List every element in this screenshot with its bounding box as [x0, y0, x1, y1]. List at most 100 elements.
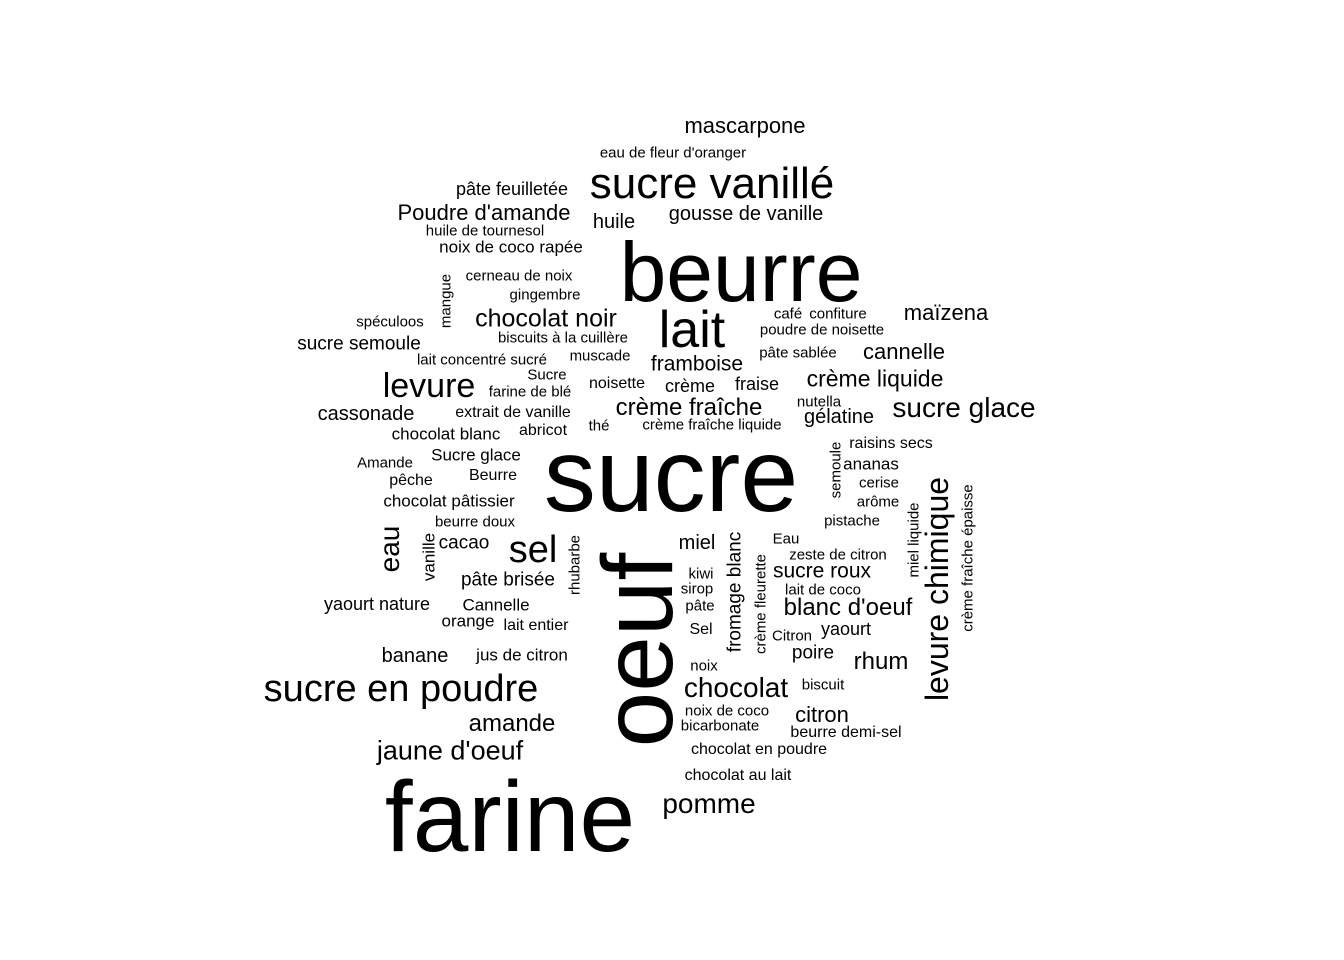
word-kiwi: kiwi [688, 565, 714, 583]
word-eau-de-fleur-d-oranger: eau de fleur d'oranger [599, 144, 747, 162]
word-lait: lait [658, 301, 726, 359]
word-oeuf: oeuf [582, 552, 694, 748]
word-pistache: pistache [824, 512, 880, 530]
word-maizena: maïzena [903, 300, 989, 325]
word-sel-cap: Sel [689, 621, 713, 638]
word-levure-chimique: levure chimique [919, 476, 955, 702]
word-nutella: nutella [796, 393, 842, 411]
word-biscuits-a-la-cuillere: biscuits à la cuillère [497, 329, 629, 347]
word-extrait-de-vanille: extrait de vanille [455, 404, 571, 421]
word-levure: levure [382, 367, 476, 405]
word-raisins-secs: raisins secs [849, 435, 933, 452]
word-chocolat-au-lait: chocolat au lait [684, 767, 792, 784]
word-beurre: beurre [619, 225, 863, 319]
word-chocolat-en-poudre: chocolat en poudre [690, 741, 828, 758]
word-sucre-glace-cap: Sucre glace [431, 445, 521, 465]
word-pate-brisee: pâte brisée [460, 569, 556, 591]
word-lait-entier: lait entier [503, 617, 569, 634]
word-sucre-semoule: sucre semoule [297, 333, 421, 355]
word-eau-cap: Eau [772, 530, 800, 548]
word-lait-de-coco: lait de coco [785, 581, 861, 599]
word-creme-liquide: crème liquide [806, 365, 944, 392]
word-chocolat: chocolat [683, 672, 789, 703]
word-poudre-d-amande: Poudre d'amande [397, 200, 571, 225]
word-framboise: framboise [650, 352, 744, 376]
word-poire: poire [791, 642, 835, 664]
word-farine-de-ble: farine de blé [488, 383, 572, 401]
word-chocolat-noir: chocolat noir [475, 304, 617, 333]
word-citron-cap: Citron [771, 627, 813, 645]
word-cannelle: cannelle [863, 339, 945, 364]
word-citron: citron [795, 702, 849, 727]
word-yaourt-nature: yaourt nature [323, 594, 431, 614]
word-cerise: cerise [858, 474, 900, 492]
word-fraise: fraise [734, 374, 780, 394]
word-creme-fraiche-liquide: crème fraîche liquide [642, 416, 782, 434]
word-sucre-roux: sucre roux [772, 559, 872, 583]
word-poudre-de-noisette: poudre de noisette [759, 321, 885, 339]
word-confiture: confiture [809, 305, 867, 323]
word-jaune-d-oeuf: jaune d'oeuf [376, 735, 524, 766]
word-biscuit: biscuit [801, 676, 845, 694]
word-creme-fleurette: crème fleurette [752, 553, 770, 655]
word-creme-fraiche-epaisse: crème fraîche épaisse [959, 484, 977, 632]
word-cacao: cacao [438, 532, 490, 554]
word-creme: crème [664, 376, 716, 396]
word-sucre: sucre [543, 418, 799, 534]
word-pate: pâte [685, 597, 715, 615]
word-sirop: sirop [680, 580, 714, 598]
word-cassonade: cassonade [317, 403, 415, 425]
word-noix-de-coco: noix de coco [684, 702, 770, 720]
word-noisette: noisette [588, 375, 646, 392]
word-amande: amande [468, 710, 556, 737]
word-cannelle-cap: Cannelle [462, 595, 530, 615]
word-semoule: semoule [827, 441, 845, 499]
word-gelatine: gélatine [803, 406, 875, 428]
word-sel: sel [508, 529, 558, 571]
word-amande-cap: Amande [357, 454, 413, 472]
word-zeste-de-citron: zeste de citron [789, 546, 887, 564]
word-sucre-glace: sucre glace [892, 392, 1036, 423]
word-rhubarbe: rhubarbe [566, 534, 584, 596]
word-sucre-vanille: sucre vanillé [589, 159, 835, 208]
word-banane: banane [381, 645, 449, 667]
word-mascarpone: mascarpone [684, 113, 806, 138]
word-noix-de-coco-rapee: noix de coco rapée [439, 237, 583, 257]
word-chocolat-blanc: chocolat blanc [391, 424, 501, 444]
word-the: thé [588, 417, 610, 435]
word-miel: miel [678, 532, 716, 554]
word-fromage-blanc: fromage blanc [724, 531, 746, 653]
word-miel-liquide: miel liquide [905, 502, 923, 578]
word-gousse-de-vanille: gousse de vanille [668, 203, 824, 225]
word-huile-de-tournesol: huile de tournesol [425, 222, 545, 240]
word-farine: farine [384, 761, 636, 873]
word-muscade: muscade [569, 347, 631, 365]
word-pate-sablee: pâte sablée [759, 344, 837, 362]
word-cafe: café [773, 305, 803, 323]
word-mangue: mangue [437, 273, 455, 329]
word-pate-feuilletee: pâte feuilletée [455, 179, 569, 199]
word-arome: arôme [856, 493, 900, 511]
word-pomme: pomme [662, 788, 756, 819]
word-speculoos: spéculoos [356, 313, 424, 331]
word-sucre-cap: Sucre [527, 366, 567, 384]
word-beurre-cap: Beurre [468, 467, 518, 484]
word-noix: noix [690, 657, 718, 675]
word-peche: pêche [389, 472, 433, 489]
word-huile: huile [592, 211, 636, 233]
word-gingembre: gingembre [509, 286, 581, 304]
word-beurre-doux: beurre doux [434, 513, 516, 531]
word-blanc-d-oeuf: blanc d'oeuf [783, 594, 913, 621]
word-eau: eau [374, 525, 405, 573]
word-bicarbonate: bicarbonate [680, 717, 760, 735]
word-abricot: abricot [518, 422, 568, 439]
word-vanille: vanille [419, 532, 439, 582]
word-sucre-en-poudre: sucre en poudre [263, 668, 539, 710]
word-jus-de-citron: jus de citron [476, 645, 568, 665]
word-creme-fraiche: crème fraîche [615, 394, 763, 421]
word-rhum: rhum [853, 648, 909, 675]
word-lait-concentre-sucre: lait concentré sucré [416, 351, 548, 369]
word-chocolat-patissier: chocolat pâtissier [383, 491, 515, 511]
word-ananas: ananas [843, 454, 899, 474]
